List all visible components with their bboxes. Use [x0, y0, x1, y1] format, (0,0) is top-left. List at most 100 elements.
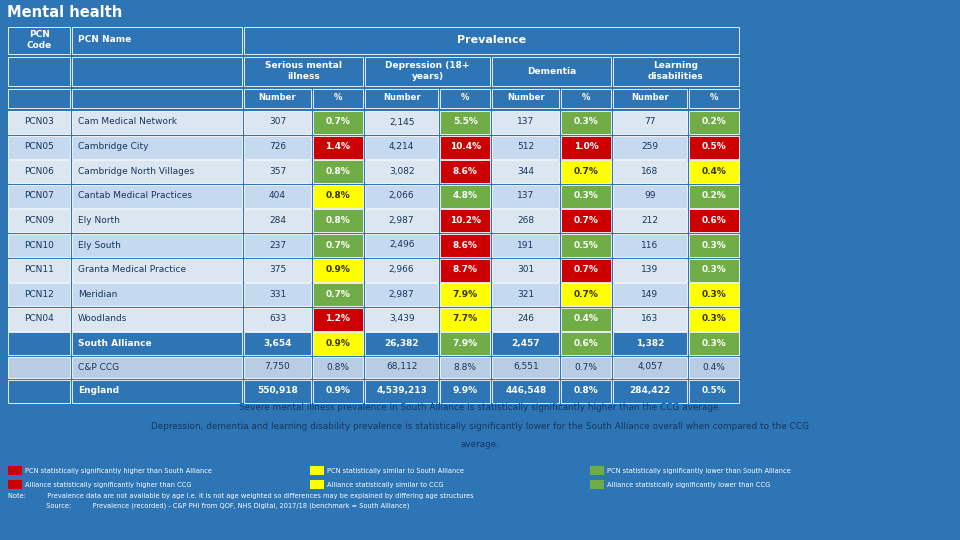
Text: 633: 633: [269, 314, 286, 323]
Text: 2,496: 2,496: [389, 240, 415, 249]
Bar: [244, 259, 311, 281]
Text: 0.2%: 0.2%: [701, 191, 726, 200]
Text: 284,422: 284,422: [630, 386, 670, 395]
Bar: [688, 185, 738, 208]
Text: 512: 512: [517, 142, 535, 151]
Text: 0.3%: 0.3%: [701, 339, 726, 348]
Text: PCN11: PCN11: [24, 265, 54, 274]
Bar: [72, 333, 242, 355]
Bar: [365, 111, 439, 134]
Bar: [365, 210, 439, 232]
Bar: [688, 89, 738, 108]
Bar: [613, 308, 686, 331]
Bar: [688, 333, 738, 355]
Bar: [72, 357, 242, 378]
Text: PCN statistically significantly higher than South Alliance: PCN statistically significantly higher t…: [25, 468, 212, 474]
Text: 0.4%: 0.4%: [574, 314, 599, 323]
Bar: [72, 185, 242, 208]
Bar: [244, 136, 311, 159]
Bar: [562, 259, 612, 281]
Bar: [8, 333, 70, 355]
Text: 0.9%: 0.9%: [325, 265, 350, 274]
Bar: [688, 259, 738, 281]
Bar: [365, 308, 439, 331]
Text: 99: 99: [644, 191, 656, 200]
Bar: [8, 259, 70, 281]
Bar: [441, 210, 491, 232]
Bar: [492, 284, 560, 306]
Bar: [492, 308, 560, 331]
Bar: [613, 357, 686, 378]
Bar: [244, 308, 311, 331]
Bar: [72, 89, 242, 108]
Text: Severe mental illness prevalence in South Alliance is statistically significantl: Severe mental illness prevalence in Sout…: [239, 403, 721, 412]
Bar: [72, 308, 242, 331]
Text: 375: 375: [269, 265, 286, 274]
Bar: [8, 57, 70, 86]
Bar: [244, 27, 738, 54]
Bar: [244, 57, 363, 86]
Text: Depression, dementia and learning disability prevalence is statistically signifi: Depression, dementia and learning disabi…: [151, 422, 809, 430]
Bar: [613, 185, 686, 208]
Bar: [441, 136, 491, 159]
Bar: [313, 333, 363, 355]
Bar: [562, 380, 612, 403]
Bar: [365, 136, 439, 159]
Text: 0.4%: 0.4%: [702, 362, 725, 372]
Text: 0.7%: 0.7%: [325, 240, 350, 249]
Text: Cambridge City: Cambridge City: [78, 142, 149, 151]
Bar: [8, 284, 70, 306]
Bar: [244, 234, 311, 257]
Bar: [72, 259, 242, 281]
Text: 137: 137: [517, 118, 535, 126]
Bar: [613, 89, 686, 108]
Bar: [441, 357, 491, 378]
Bar: [688, 111, 738, 134]
Bar: [244, 284, 311, 306]
Text: PCN07: PCN07: [24, 191, 54, 200]
Text: 0.3%: 0.3%: [701, 314, 726, 323]
Bar: [313, 357, 363, 378]
Text: 4,539,213: 4,539,213: [376, 386, 427, 395]
Text: 237: 237: [269, 240, 286, 249]
Text: 10.2%: 10.2%: [450, 216, 481, 225]
Text: 4,057: 4,057: [637, 362, 662, 372]
Bar: [8, 160, 70, 183]
Text: 0.5%: 0.5%: [701, 386, 726, 395]
Text: 550,918: 550,918: [257, 386, 298, 395]
Bar: [8, 357, 70, 378]
Text: 0.7%: 0.7%: [325, 289, 350, 299]
Text: Alliance statistically significantly higher than CCG: Alliance statistically significantly hig…: [25, 482, 191, 488]
Bar: [492, 136, 560, 159]
Bar: [313, 160, 363, 183]
Bar: [492, 234, 560, 257]
Bar: [72, 284, 242, 306]
Bar: [613, 333, 686, 355]
Text: Meridian: Meridian: [78, 289, 117, 299]
Text: 0.3%: 0.3%: [701, 289, 726, 299]
Text: 191: 191: [517, 240, 535, 249]
Text: Cam Medical Network: Cam Medical Network: [78, 118, 177, 126]
Text: 4.8%: 4.8%: [453, 191, 478, 200]
Text: 357: 357: [269, 167, 286, 176]
Text: 0.7%: 0.7%: [574, 167, 599, 176]
Text: %: %: [334, 93, 342, 103]
Text: 7,750: 7,750: [265, 362, 290, 372]
Text: Serious mental
illness: Serious mental illness: [265, 62, 342, 80]
Text: 2,066: 2,066: [389, 191, 415, 200]
Text: 4,214: 4,214: [389, 142, 415, 151]
Text: 8.6%: 8.6%: [453, 240, 478, 249]
Text: Alliance statistically significantly lower than CCG: Alliance statistically significantly low…: [607, 482, 770, 488]
Bar: [613, 234, 686, 257]
Bar: [441, 333, 491, 355]
Bar: [72, 380, 242, 403]
Bar: [613, 160, 686, 183]
Text: 0.8%: 0.8%: [325, 191, 350, 200]
Bar: [441, 284, 491, 306]
Bar: [8, 111, 70, 134]
Text: 0.9%: 0.9%: [325, 386, 350, 395]
Bar: [244, 357, 311, 378]
Bar: [72, 234, 242, 257]
Bar: [8, 89, 70, 108]
Text: 0.9%: 0.9%: [325, 339, 350, 348]
